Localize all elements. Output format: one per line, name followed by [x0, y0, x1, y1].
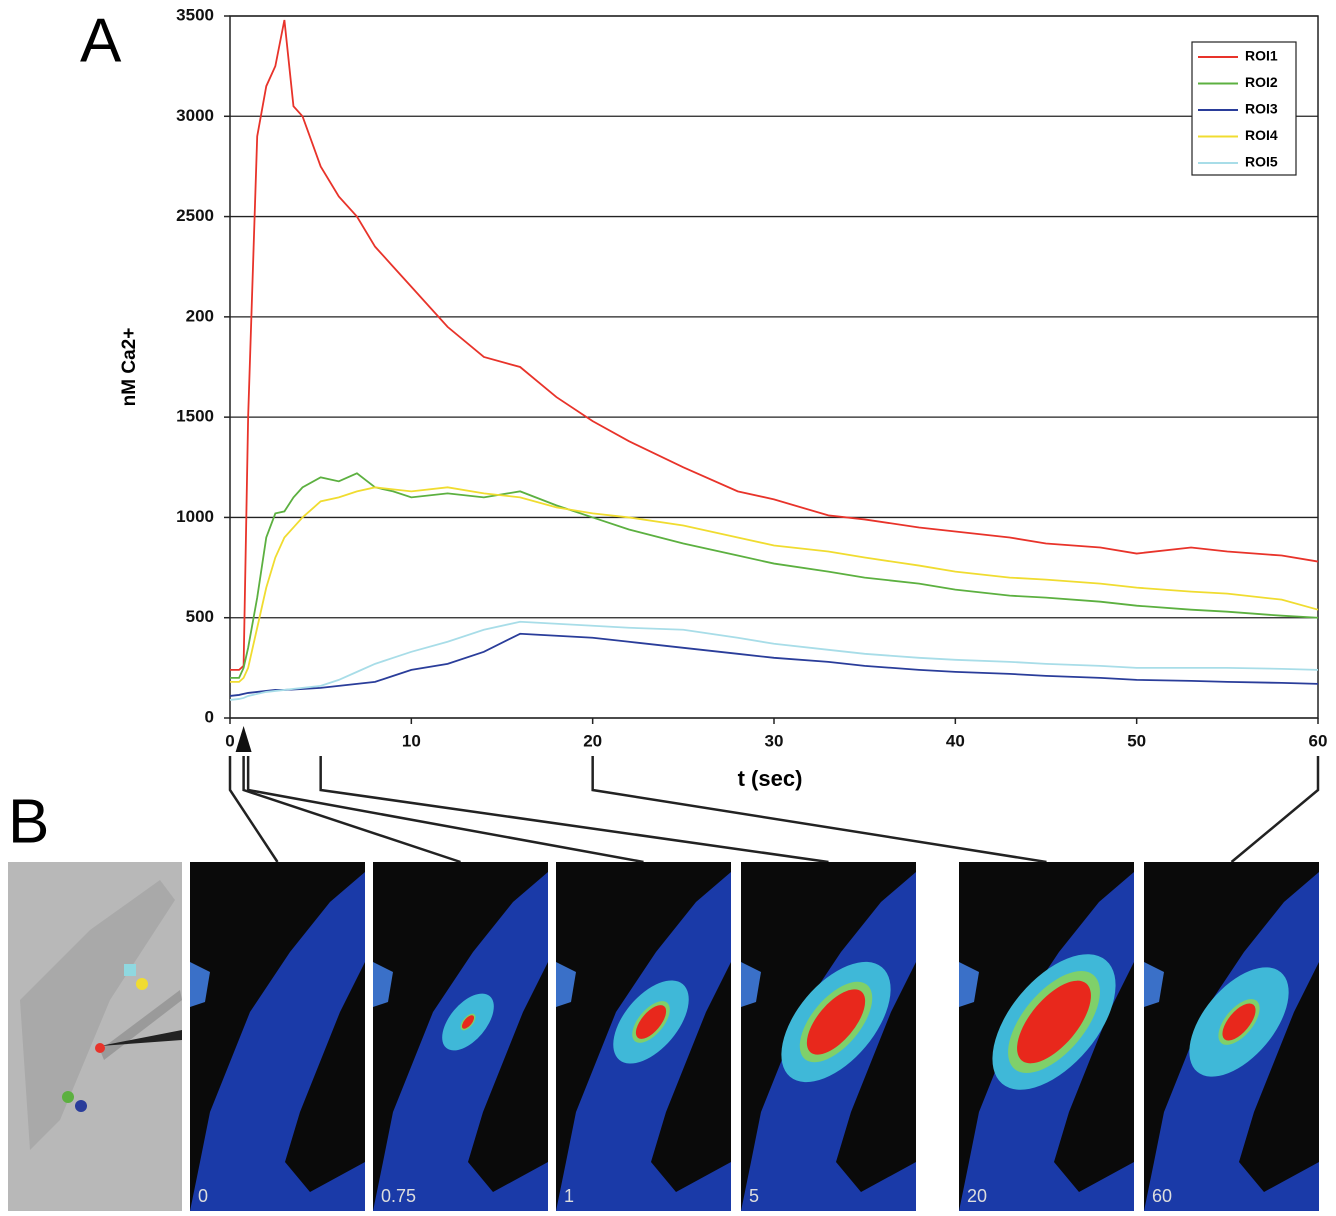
- x-axis-label: t (sec): [738, 766, 803, 791]
- calcium-image: 1: [556, 862, 731, 1211]
- x-tick-label: 60: [1309, 731, 1328, 750]
- heat-region: [635, 1005, 667, 1039]
- legend-label: ROI2: [1245, 74, 1278, 90]
- connector-line: [1230, 756, 1320, 863]
- time-label: 1: [564, 1186, 574, 1206]
- cell-shape: [373, 962, 393, 1007]
- cell-shape: [741, 962, 761, 1007]
- x-tick-label: 20: [583, 731, 602, 750]
- cell-shape: [556, 962, 576, 1007]
- y-tick-label: 3500: [176, 5, 214, 24]
- plot-area: [229, 15, 1319, 719]
- data-line: [230, 472, 1319, 679]
- legend-label: ROI1: [1245, 48, 1278, 64]
- data-line: [229, 620, 1319, 701]
- cell-shape: [190, 962, 210, 1007]
- time-label: 0: [198, 1186, 208, 1206]
- connector-line: [591, 756, 1047, 864]
- heat-region: [806, 989, 866, 1055]
- calcium-image: 0.75: [373, 862, 548, 1211]
- legend-label: ROI5: [1245, 154, 1278, 170]
- x-tick-label: 30: [765, 731, 784, 750]
- heat-region: [1222, 1003, 1256, 1041]
- connector-line: [319, 756, 829, 864]
- cell-shape: [190, 872, 365, 1211]
- panel-letter: B: [8, 787, 49, 856]
- calcium-image: 5: [741, 862, 916, 1211]
- heat-region: [1017, 980, 1091, 1064]
- connector-line: [242, 756, 461, 864]
- y-tick-label: 2500: [176, 206, 214, 225]
- x-tick-label: 0: [225, 731, 234, 750]
- legend-box: [1191, 41, 1297, 176]
- calcium-image: 0: [190, 862, 365, 1211]
- y-axis-label: nM Ca2+: [119, 328, 140, 407]
- x-tick-label: 10: [402, 731, 421, 750]
- calcium-image: 60: [1144, 862, 1319, 1211]
- data-line: [230, 486, 1319, 683]
- y-tick-label: 1500: [176, 407, 214, 426]
- legend-label: ROI4: [1245, 127, 1278, 143]
- x-tick-label: 50: [1127, 731, 1146, 750]
- heat-region: [461, 1015, 475, 1029]
- data-line: [230, 19, 1319, 671]
- data-line: [229, 632, 1319, 697]
- y-tick-label: 500: [186, 607, 214, 626]
- time-label: 20: [967, 1186, 987, 1206]
- x-tick-label: 40: [946, 731, 965, 750]
- time-arrow: [235, 726, 252, 752]
- y-tick-label: 0: [205, 707, 214, 726]
- time-label: 0.75: [381, 1186, 416, 1206]
- calcium-image: 20: [959, 862, 1134, 1211]
- legend-label: ROI3: [1245, 101, 1278, 117]
- time-label: 60: [1152, 1186, 1172, 1206]
- time-label: 5: [749, 1186, 759, 1206]
- brightfield-image: [8, 862, 182, 1211]
- y-tick-label: 200: [186, 306, 214, 325]
- connector-line: [228, 756, 279, 863]
- cell-shape: [1144, 962, 1164, 1007]
- cell-shape: [959, 962, 979, 1007]
- y-tick-label: 1000: [176, 507, 214, 526]
- panel-letter: A: [80, 6, 122, 75]
- y-tick-label: 3000: [176, 106, 214, 125]
- connector-line: [246, 756, 644, 864]
